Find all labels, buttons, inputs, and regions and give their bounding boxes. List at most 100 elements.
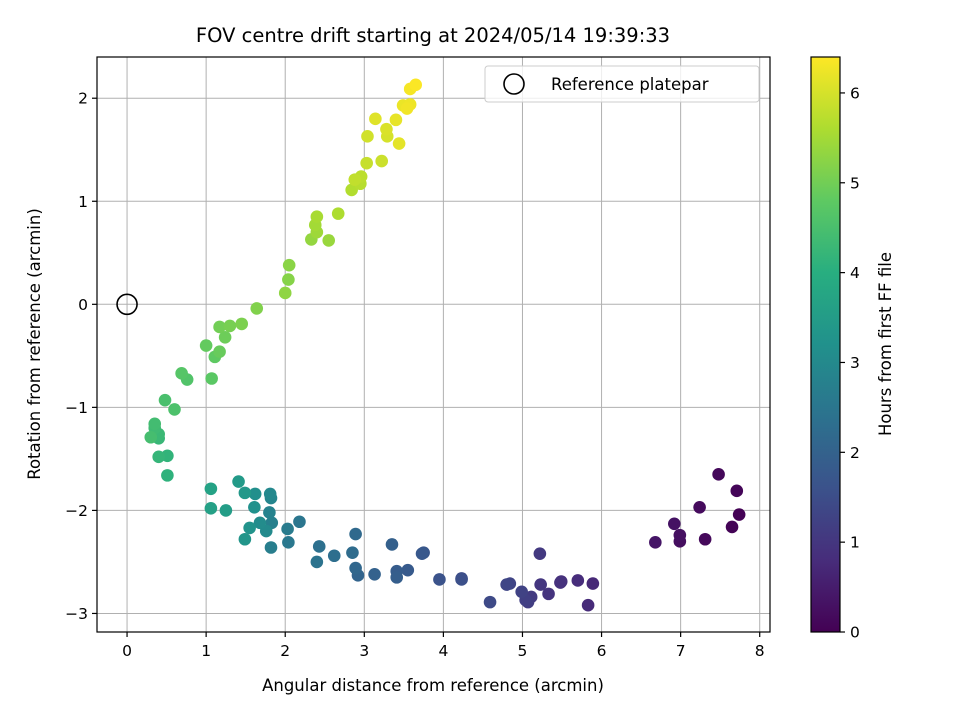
y-axis-ticks: −3 −2 −1 0 1 2 xyxy=(65,90,97,623)
y-tick-label: 1 xyxy=(78,193,88,211)
data-point xyxy=(433,573,446,586)
data-point xyxy=(278,286,292,300)
data-point xyxy=(223,319,237,333)
data-point xyxy=(730,484,744,498)
scatter-points xyxy=(144,78,746,612)
data-point xyxy=(346,546,359,559)
x-tick-label: 5 xyxy=(518,642,528,660)
data-point xyxy=(331,207,345,220)
x-tick-label: 3 xyxy=(359,642,369,660)
data-point xyxy=(571,574,585,587)
data-point xyxy=(415,547,429,560)
colorbar-tick-label: 2 xyxy=(850,444,860,462)
data-point xyxy=(534,578,547,591)
reference-platepar-marker xyxy=(116,293,138,316)
data-point xyxy=(175,367,188,380)
data-point xyxy=(581,598,595,612)
legend: Reference platepar xyxy=(484,65,760,103)
colorbar-tick-label: 0 xyxy=(850,624,860,642)
colorbar-tick-label: 3 xyxy=(850,354,860,372)
x-tick-label: 6 xyxy=(597,642,607,660)
data-point xyxy=(219,504,233,517)
colorbar-tick-label: 4 xyxy=(850,264,860,282)
x-tick-label: 1 xyxy=(201,642,211,660)
data-point xyxy=(282,258,296,272)
data-point xyxy=(213,320,226,334)
data-point xyxy=(205,372,218,385)
data-point xyxy=(148,417,162,431)
colorbar-ticks: 0 1 2 3 4 5 6 xyxy=(840,84,860,642)
x-tick-label: 4 xyxy=(438,642,448,660)
data-point xyxy=(293,515,306,529)
y-tick-label: −2 xyxy=(65,502,88,520)
data-point xyxy=(264,541,278,554)
legend-box xyxy=(484,65,760,103)
data-point xyxy=(250,302,264,315)
data-point xyxy=(282,536,295,549)
x-tick-label: 7 xyxy=(676,642,686,660)
data-point xyxy=(409,78,423,92)
data-point xyxy=(263,487,277,501)
data-point xyxy=(204,482,218,496)
y-tick-label: −1 xyxy=(65,399,88,417)
data-point xyxy=(483,595,497,609)
y-axis-title: Rotation from reference (arcmin) xyxy=(25,208,44,480)
data-point xyxy=(360,156,373,170)
data-point xyxy=(322,234,336,247)
data-point xyxy=(312,540,326,553)
data-point xyxy=(500,578,513,591)
data-point xyxy=(152,450,165,464)
data-point xyxy=(235,317,249,331)
data-point xyxy=(693,501,706,514)
legend-reference-icon xyxy=(503,73,525,95)
data-point xyxy=(586,577,600,590)
data-point xyxy=(282,273,295,286)
data-point xyxy=(380,122,393,136)
data-point xyxy=(263,506,276,519)
y-tick-label: 2 xyxy=(78,90,88,108)
x-tick-label: 0 xyxy=(122,642,132,660)
data-point xyxy=(248,501,261,514)
data-point xyxy=(732,508,746,521)
data-point xyxy=(533,547,547,560)
data-point xyxy=(361,130,374,143)
data-point xyxy=(369,112,382,126)
y-tick-label: 0 xyxy=(78,296,88,314)
data-point xyxy=(248,487,262,501)
data-point xyxy=(673,528,687,542)
data-point xyxy=(161,469,174,482)
data-point xyxy=(400,102,414,115)
data-point xyxy=(168,403,181,416)
data-point xyxy=(542,587,555,601)
data-point xyxy=(349,561,362,575)
data-point xyxy=(310,555,324,569)
data-point xyxy=(218,330,232,344)
plot-frame xyxy=(96,56,771,633)
data-point xyxy=(253,516,267,530)
data-point xyxy=(204,502,218,515)
colorbar-gradient xyxy=(811,57,840,632)
data-point xyxy=(238,486,252,500)
x-axis-ticks: 0 1 2 3 4 5 6 7 8 xyxy=(122,632,765,660)
colorbar-tick-label: 6 xyxy=(850,84,860,102)
data-point xyxy=(368,567,381,581)
data-point xyxy=(725,520,739,534)
data-point xyxy=(327,549,341,563)
data-point xyxy=(243,521,256,535)
data-point xyxy=(698,532,712,546)
data-point xyxy=(199,339,213,352)
data-point xyxy=(455,573,468,586)
data-point xyxy=(310,210,324,224)
data-point xyxy=(213,345,226,359)
data-point xyxy=(158,393,172,407)
data-point xyxy=(392,137,406,150)
data-point xyxy=(348,173,362,186)
data-point xyxy=(554,576,567,589)
colorbar-frame xyxy=(810,56,841,633)
colorbar-tick-label: 1 xyxy=(850,534,860,552)
y-tick-label: −3 xyxy=(65,605,88,623)
data-point xyxy=(238,532,252,546)
chart-title: FOV centre drift starting at 2024/05/14 … xyxy=(196,24,670,47)
data-point xyxy=(385,538,399,551)
